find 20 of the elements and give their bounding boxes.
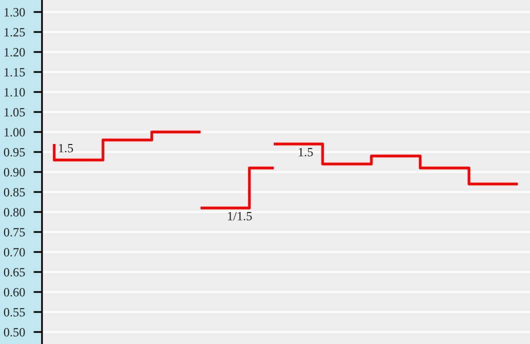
y-tick-label: 0.60 (4, 288, 25, 297)
y-tick-label: 1.30 (4, 8, 25, 17)
y-tick-label: 0.55 (4, 308, 25, 317)
y-tick-label: 1.00 (4, 128, 25, 137)
y-tick-label: 1.10 (4, 88, 25, 97)
y-tick-label: 1.15 (4, 68, 25, 77)
annotation: 1.5 (58, 144, 73, 152)
y-tick-label: 1.25 (4, 28, 25, 37)
y-tick-label: 0.70 (4, 248, 25, 257)
y-tick-label: 0.50 (4, 328, 25, 337)
y-tick-label: 1.20 (4, 48, 25, 57)
y-tick-label: 0.85 (4, 188, 25, 197)
annotation: 1/1.5 (228, 212, 252, 220)
y-tick-label: 0.65 (4, 268, 25, 277)
y-tick-label: 0.90 (4, 168, 25, 177)
y-tick-label: 0.95 (4, 148, 25, 157)
y-tick-label: 1.05 (4, 108, 25, 117)
y-tick-label: 0.75 (4, 228, 25, 237)
annotation: 1.5 (298, 148, 313, 156)
y-tick-label: 0.80 (4, 208, 25, 217)
